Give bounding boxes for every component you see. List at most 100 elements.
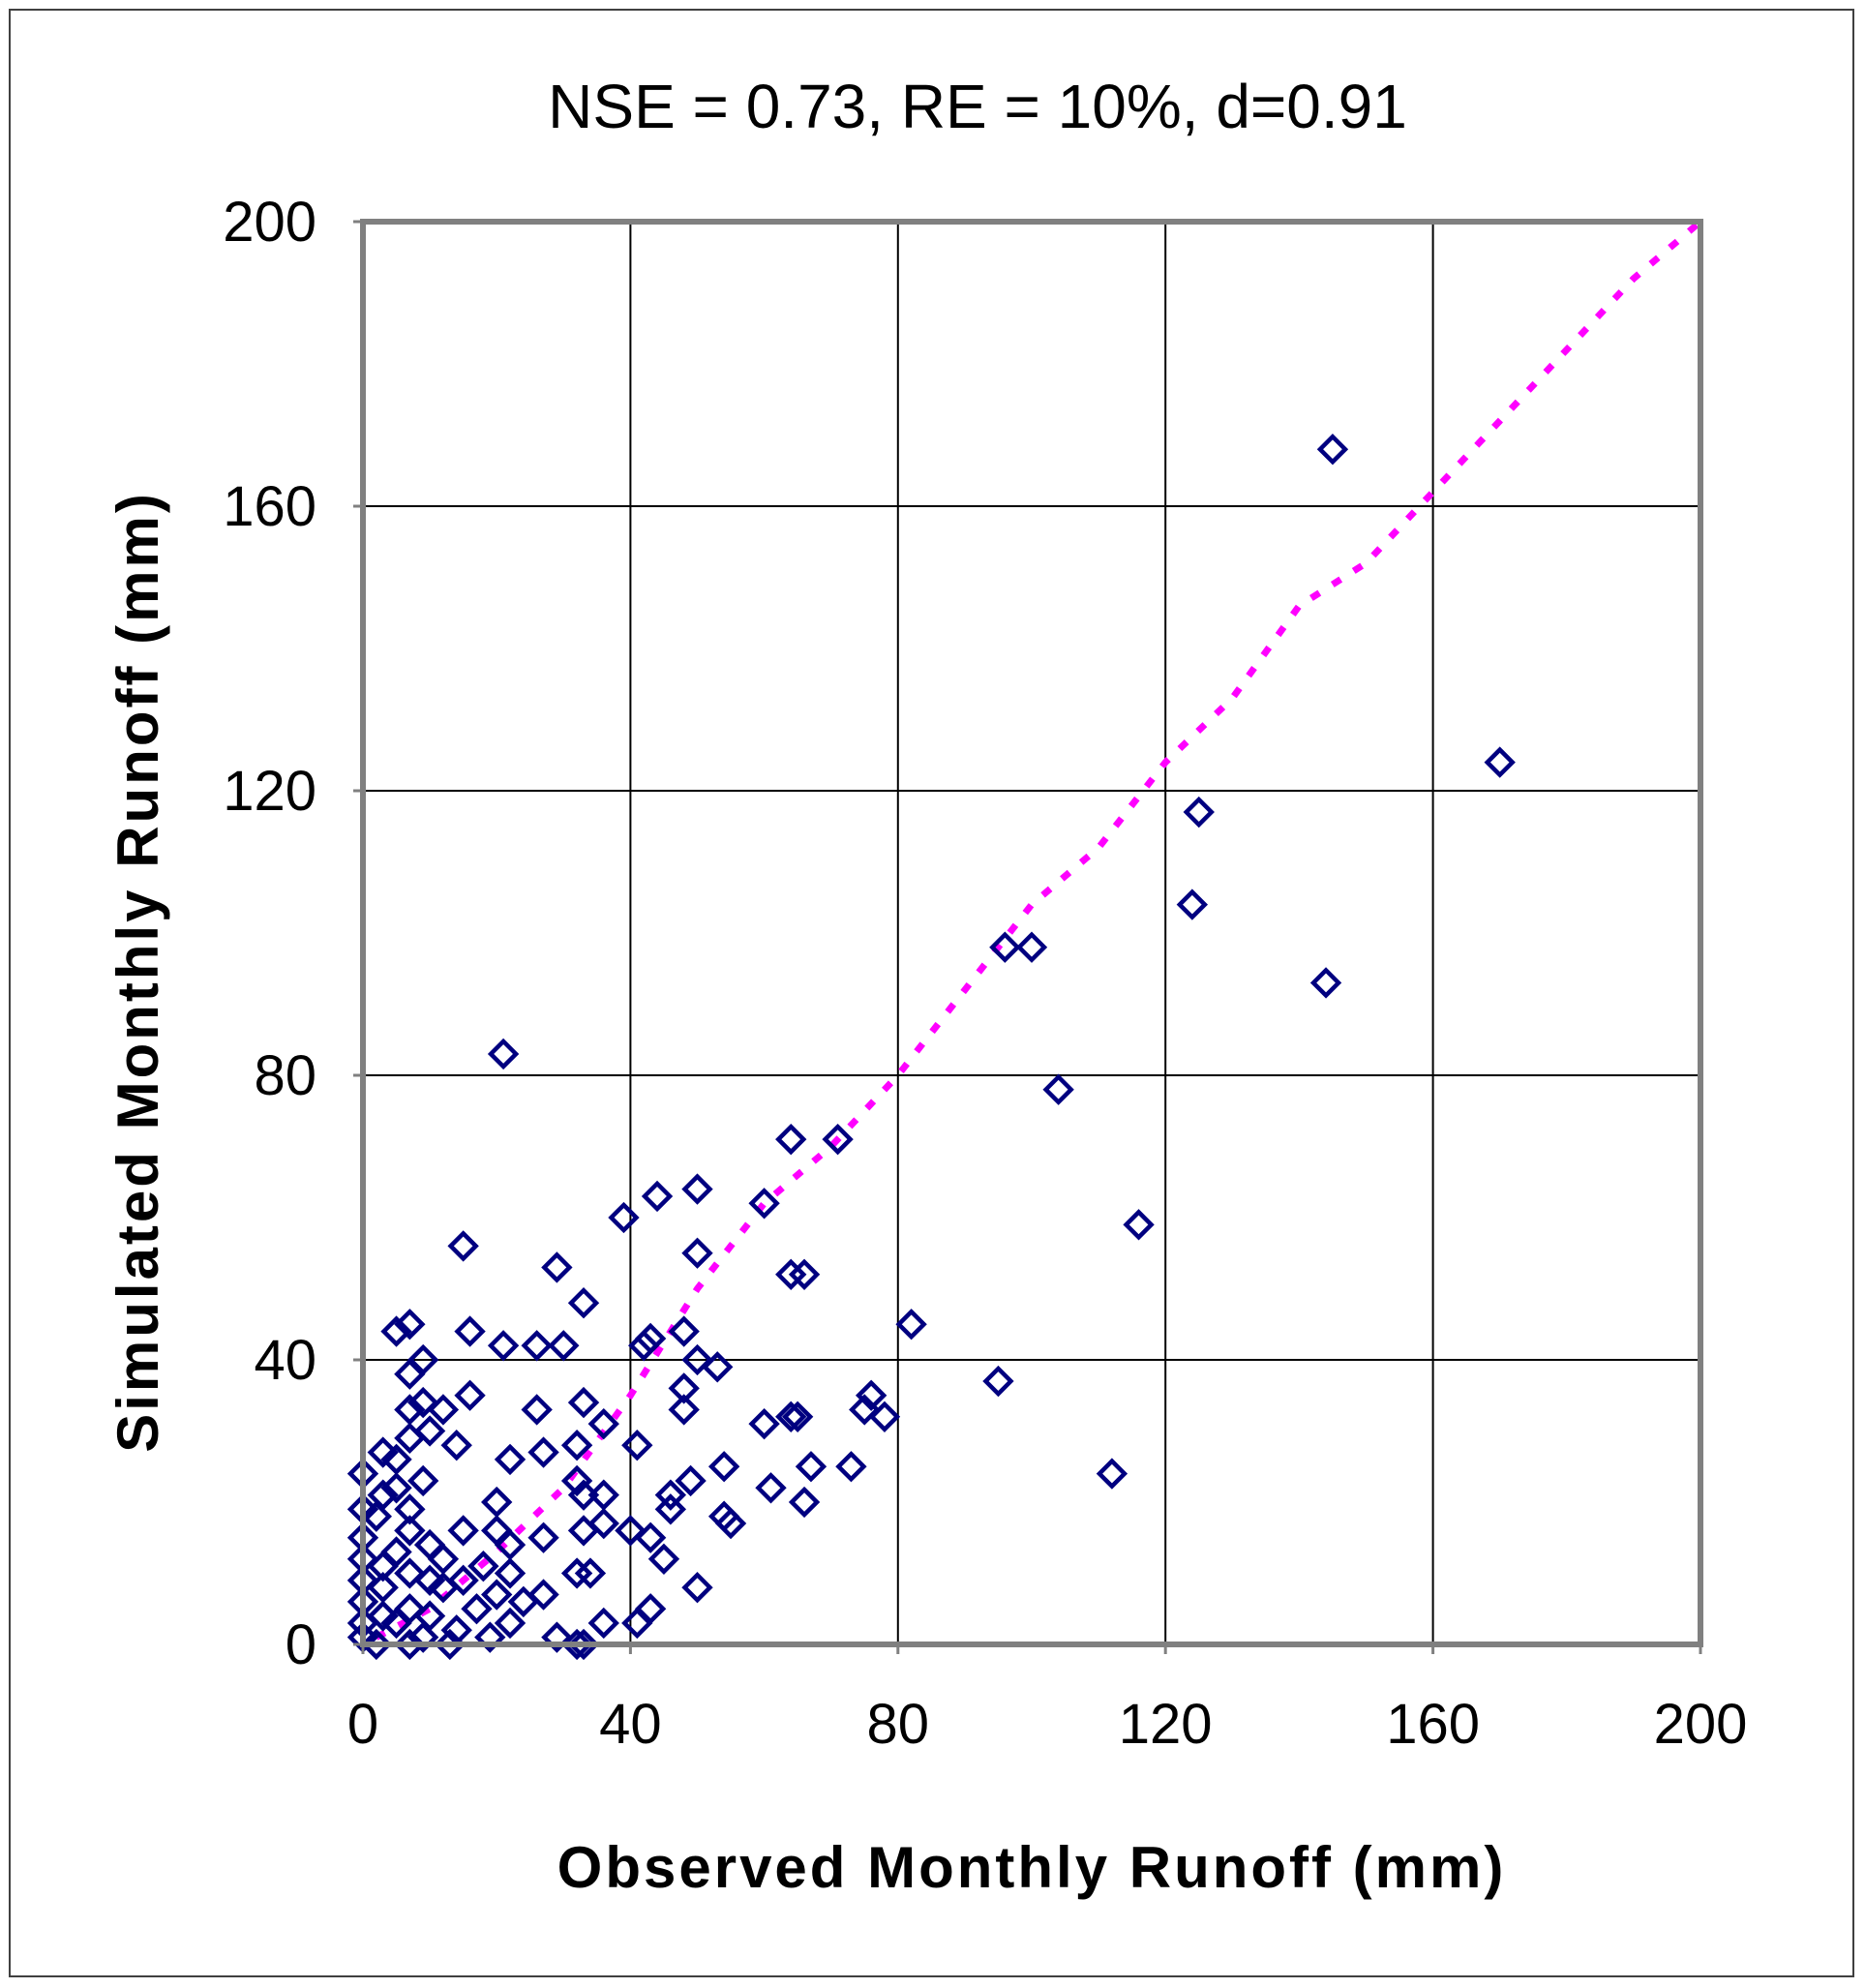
- data-point-diamond: [1015, 931, 1048, 963]
- data-point-diamond: [681, 1173, 713, 1205]
- data-point-diamond: [895, 1309, 927, 1340]
- data-point-diamond: [587, 1407, 619, 1440]
- data-point-diamond: [560, 1557, 593, 1589]
- data-point-diamond: [788, 1258, 821, 1290]
- data-point-diamond: [1096, 1458, 1128, 1490]
- data-point-diamond: [835, 1451, 867, 1483]
- data-point-diamond: [440, 1430, 472, 1461]
- data-point-diamond: [380, 1443, 412, 1476]
- data-point-diamond: [628, 1330, 660, 1362]
- data-point-diamond: [681, 1572, 713, 1604]
- data-point-diamond: [681, 1237, 713, 1269]
- data-point-diamond: [467, 1550, 499, 1582]
- trend-series: [375, 219, 1703, 1641]
- data-point-diamond: [668, 1394, 700, 1426]
- data-point-diamond: [560, 1628, 593, 1661]
- data-point-diamond: [367, 1572, 399, 1604]
- data-point-diamond: [982, 1365, 1014, 1398]
- data-point-diamond: [394, 1422, 426, 1455]
- data-point-diamond: [407, 1464, 439, 1497]
- data-point-diamond: [567, 1515, 600, 1547]
- data-point-diamond: [494, 1528, 526, 1561]
- y-tick-label: 120: [223, 760, 316, 823]
- data-point-diamond: [1176, 889, 1209, 920]
- data-point-diamond: [567, 1628, 600, 1661]
- data-point-diamond: [1316, 434, 1349, 466]
- data-point-diamond: [654, 1479, 687, 1511]
- data-point-diamond: [634, 1322, 667, 1355]
- data-point-diamond: [1123, 1209, 1155, 1241]
- data-point-diamond: [608, 1201, 640, 1234]
- data-point-diamond: [849, 1394, 881, 1426]
- data-point-diamond: [394, 1557, 426, 1589]
- data-point-diamond: [481, 1579, 513, 1611]
- data-point-diamond: [548, 1330, 580, 1362]
- data-point-diamond: [748, 1188, 780, 1220]
- data-point-diamond: [541, 1251, 573, 1283]
- data-point-diamond: [394, 1309, 426, 1340]
- data-point-diamond: [427, 1543, 460, 1575]
- y-tick-label: 160: [223, 475, 316, 538]
- data-point-diamond: [494, 1607, 526, 1640]
- data-point-diamond: [521, 1394, 553, 1426]
- trend-line: [375, 219, 1703, 1641]
- data-point-diamond: [367, 1436, 399, 1468]
- data-point-diamond: [560, 1430, 593, 1461]
- data-point-diamond: [394, 1628, 426, 1661]
- data-point-diamond: [775, 1258, 807, 1290]
- data-point-diamond: [487, 1330, 520, 1362]
- data-point-diamond: [714, 1507, 747, 1540]
- data-point-diamond: [702, 1351, 734, 1383]
- data-point-diamond: [527, 1436, 559, 1468]
- chart-frame: [9, 9, 1854, 1977]
- data-point-diamond: [360, 1500, 393, 1532]
- x-tick-label: 200: [1654, 1693, 1748, 1756]
- data-point-diamond: [394, 1394, 426, 1426]
- data-point-diamond: [855, 1379, 887, 1411]
- data-point-diamond: [1484, 746, 1516, 778]
- data-point-diamond: [748, 1407, 780, 1440]
- y-tick-label: 0: [286, 1613, 316, 1676]
- data-point-diamond: [380, 1315, 412, 1347]
- data-point-diamond: [454, 1379, 486, 1411]
- data-point-diamond: [380, 1472, 412, 1504]
- x-axis-label: Observed Monthly Runoff (mm): [557, 1835, 1507, 1900]
- data-point-diamond: [434, 1628, 466, 1661]
- data-point-diamond: [447, 1515, 479, 1547]
- data-points: [346, 434, 1516, 1661]
- data-point-diamond: [521, 1330, 553, 1362]
- data-point-diamond: [541, 1621, 573, 1653]
- chart-title: NSE = 0.73, RE = 10%, d=0.91: [548, 72, 1407, 141]
- data-point-diamond: [641, 1180, 674, 1213]
- data-point-diamond: [621, 1607, 653, 1640]
- data-point-diamond: [560, 1464, 593, 1497]
- data-point-diamond: [481, 1486, 513, 1519]
- tick-labels: 0 40 80 120 160 200 0 40 80 120 160 200: [223, 191, 1747, 1756]
- data-point-diamond: [427, 1394, 460, 1426]
- data-point-diamond: [474, 1621, 506, 1653]
- data-point-diamond: [454, 1315, 486, 1347]
- data-point-diamond: [775, 1401, 807, 1432]
- y-tick-label: 40: [254, 1329, 316, 1392]
- data-point-diamond: [587, 1507, 619, 1540]
- data-point-diamond: [494, 1443, 526, 1476]
- data-point-diamond: [394, 1515, 426, 1547]
- data-point-diamond: [675, 1464, 707, 1497]
- x-tick-label: 120: [1119, 1693, 1213, 1756]
- data-point-diamond: [989, 931, 1021, 963]
- data-point-diamond: [587, 1607, 619, 1640]
- data-point-diamond: [621, 1430, 653, 1461]
- data-point-diamond: [868, 1401, 901, 1432]
- data-point-diamond: [367, 1550, 399, 1582]
- data-point-diamond: [567, 1287, 600, 1319]
- data-point-diamond: [447, 1230, 479, 1262]
- data-point-diamond: [1183, 796, 1215, 828]
- data-point-diamond: [427, 1572, 460, 1604]
- data-point-diamond: [527, 1521, 559, 1553]
- data-point-diamond: [407, 1621, 439, 1653]
- data-point-diamond: [494, 1557, 526, 1589]
- data-point-diamond: [668, 1372, 700, 1404]
- data-point-diamond: [668, 1315, 700, 1347]
- data-point-diamond: [507, 1585, 540, 1618]
